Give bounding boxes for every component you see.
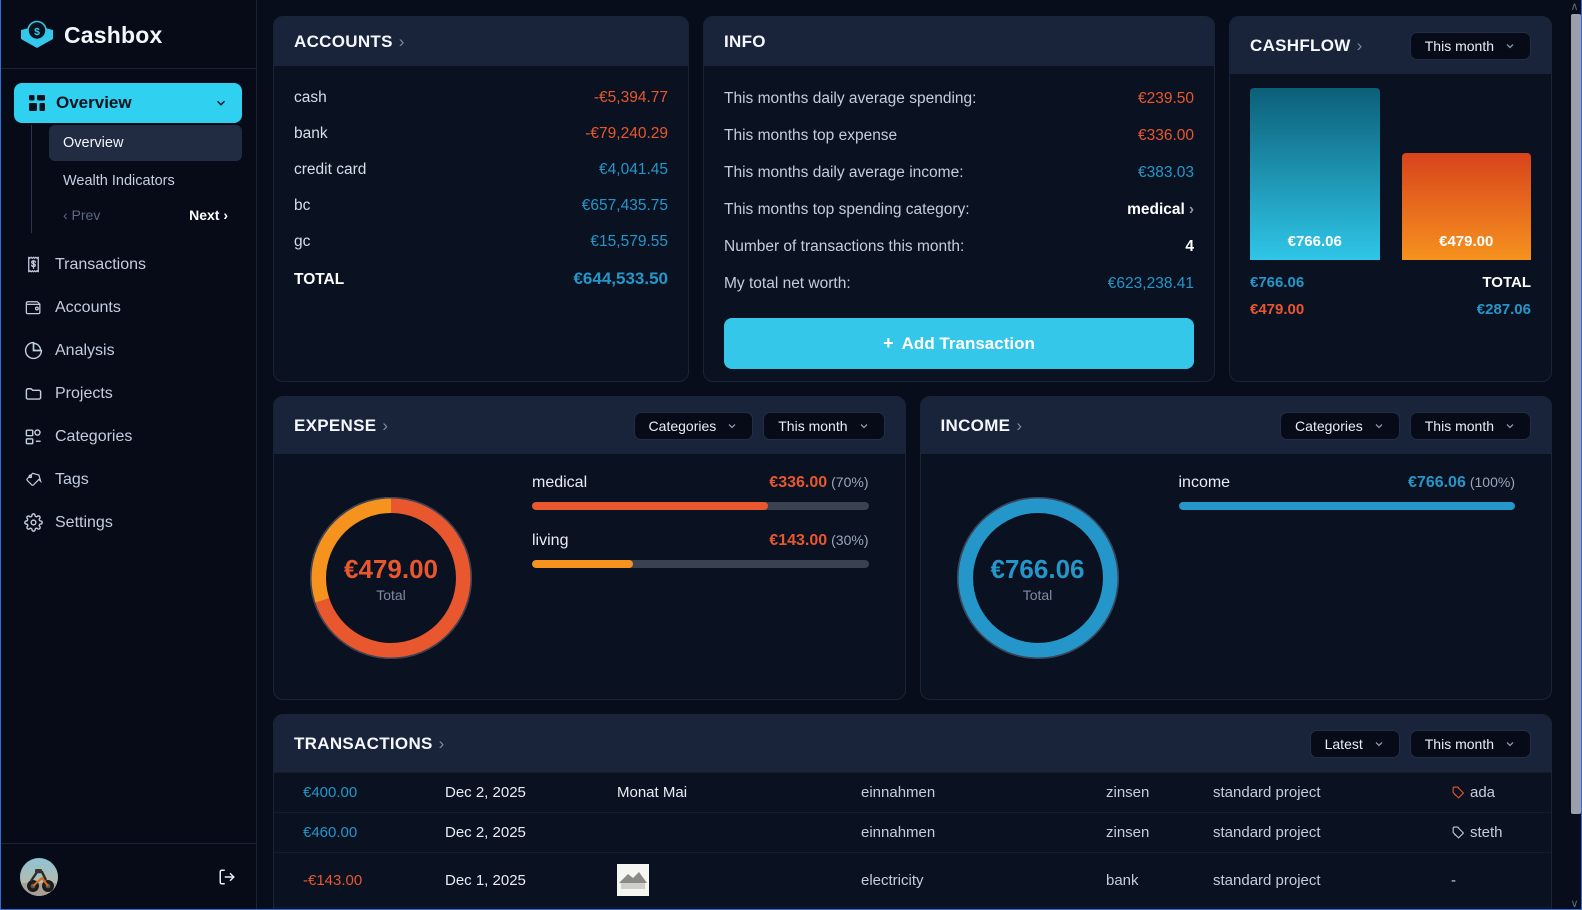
svg-text:$: $ <box>34 26 40 38</box>
